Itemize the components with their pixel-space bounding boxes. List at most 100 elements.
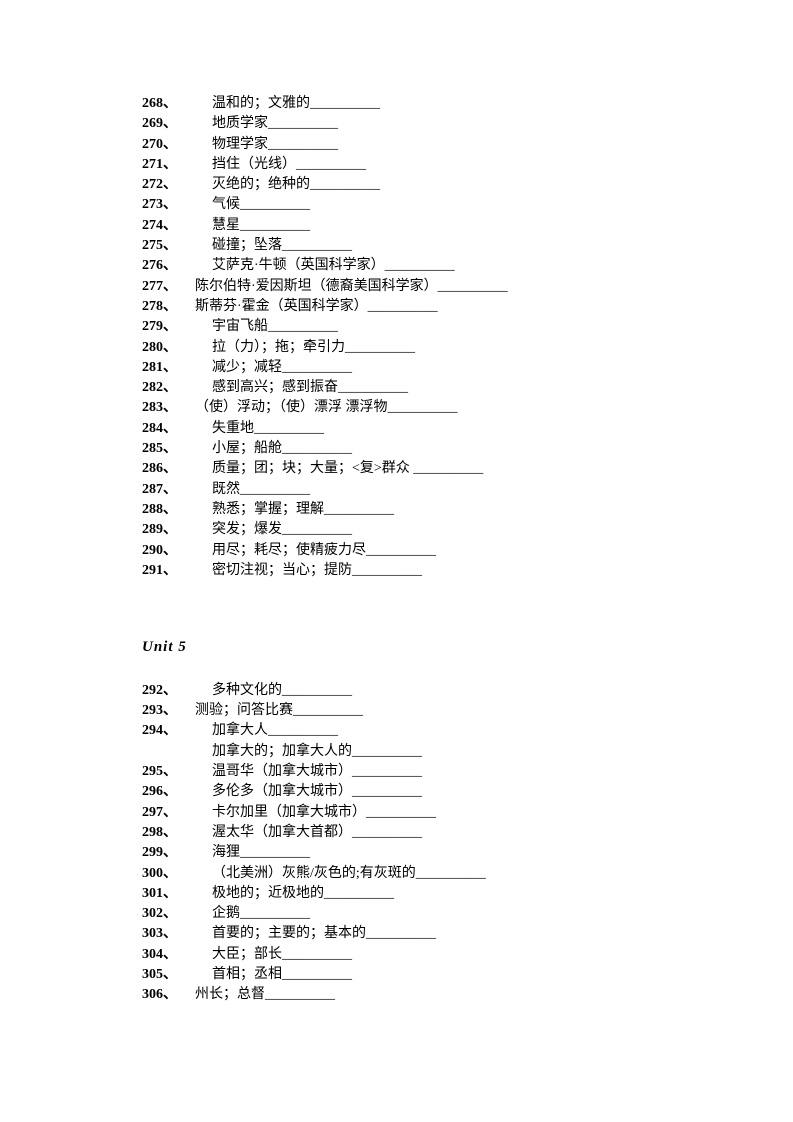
item-text: 宇宙飞船__________ xyxy=(198,317,338,337)
item-number: 296、 xyxy=(142,782,198,802)
item-text: 陈尔伯特·爱因斯坦（德裔美国科学家）__________ xyxy=(181,277,508,297)
item-text: 物理学家__________ xyxy=(198,135,338,155)
vocabulary-item: 306、州长；总督__________ xyxy=(142,985,793,1005)
item-text: 大臣；部长__________ xyxy=(198,945,352,965)
item-number: 303、 xyxy=(142,924,198,944)
item-text: 气候__________ xyxy=(198,195,310,215)
item-text: 温哥华（加拿大城市）__________ xyxy=(198,762,422,782)
item-text: 拉（力）；拖；牵引力__________ xyxy=(198,338,415,358)
item-number: 295、 xyxy=(142,762,198,782)
item-number: 285、 xyxy=(142,439,198,459)
item-number: 293、 xyxy=(142,701,181,721)
item-text: 海狸__________ xyxy=(198,843,310,863)
unit-title: Unit 5 xyxy=(142,637,793,659)
item-number: 286、 xyxy=(142,459,198,479)
vocabulary-list-1: 268、温和的；文雅的__________269、地质学家__________2… xyxy=(142,94,793,581)
vocabulary-item: 282、感到高兴；感到振奋__________ xyxy=(142,378,793,398)
item-number: 302、 xyxy=(142,904,198,924)
vocabulary-item: 278、斯蒂芬·霍金（英国科学家）__________ xyxy=(142,297,793,317)
vocabulary-item: 301、极地的；近极地的__________ xyxy=(142,884,793,904)
vocabulary-item: 276、艾萨克·牛顿（英国科学家）__________ xyxy=(142,256,793,276)
item-text: 极地的；近极地的__________ xyxy=(198,884,394,904)
item-text: 首相；丞相__________ xyxy=(198,965,352,985)
vocabulary-item: 305、 首相；丞相__________ xyxy=(142,965,793,985)
vocabulary-item: 274、慧星__________ xyxy=(142,216,793,236)
item-number: 281、 xyxy=(142,358,198,378)
vocabulary-item: 302、企鹅__________ xyxy=(142,904,793,924)
item-text: 小屋；船舱__________ xyxy=(198,439,352,459)
item-text: 加拿大的；加拿大人的__________ xyxy=(142,742,422,762)
vocabulary-item: 285、小屋；船舱__________ xyxy=(142,439,793,459)
vocabulary-item: 286、质量；团；块；大量；<复>群众 __________ xyxy=(142,459,793,479)
item-text: 企鹅__________ xyxy=(198,904,310,924)
item-number: 268、 xyxy=(142,94,198,114)
item-text: 减少；减轻__________ xyxy=(198,358,352,378)
item-number: 274、 xyxy=(142,216,198,236)
item-text: 州长；总督__________ xyxy=(181,985,335,1005)
item-text: 灭绝的；绝种的__________ xyxy=(198,175,380,195)
vocabulary-item: 284、失重地__________ xyxy=(142,419,793,439)
item-number: 277、 xyxy=(142,277,181,297)
item-number: 298、 xyxy=(142,823,198,843)
item-text: 质量；团；块；大量；<复>群众 __________ xyxy=(198,459,483,479)
vocabulary-item: 288、熟悉；掌握；理解__________ xyxy=(142,500,793,520)
item-number: 306、 xyxy=(142,985,181,1005)
vocabulary-item: 275、 碰撞；坠落__________ xyxy=(142,236,793,256)
vocabulary-item: 292、多种文化的__________ xyxy=(142,681,793,701)
item-text: （使）浮动；（使）漂浮 漂浮物__________ xyxy=(181,398,458,418)
item-number: 297、 xyxy=(142,803,198,823)
item-text: 测验；问答比赛__________ xyxy=(181,701,363,721)
item-text: 多种文化的__________ xyxy=(198,681,352,701)
item-number: 305、 xyxy=(142,965,198,985)
vocabulary-list-2: 292、多种文化的__________293、 测验；问答比赛_________… xyxy=(142,681,793,1006)
item-text: 加拿大人__________ xyxy=(198,721,338,741)
item-number: 294、 xyxy=(142,721,198,741)
vocabulary-item: 加拿大的；加拿大人的__________ xyxy=(142,742,793,762)
item-text: 卡尔加里（加拿大城市）__________ xyxy=(198,803,436,823)
item-text: 温和的；文雅的__________ xyxy=(198,94,380,114)
item-number: 275、 xyxy=(142,236,198,256)
vocabulary-item: 272、灭绝的；绝种的__________ xyxy=(142,175,793,195)
item-text: 感到高兴；感到振奋__________ xyxy=(198,378,408,398)
vocabulary-item: 304、大臣；部长__________ xyxy=(142,945,793,965)
vocabulary-item: 273、气候__________ xyxy=(142,195,793,215)
item-number: 273、 xyxy=(142,195,198,215)
item-number: 299、 xyxy=(142,843,198,863)
item-text: 渥太华（加拿大首都）__________ xyxy=(198,823,422,843)
vocabulary-item: 269、地质学家__________ xyxy=(142,114,793,134)
item-number: 282、 xyxy=(142,378,198,398)
item-text: 挡住（光线）__________ xyxy=(198,155,366,175)
item-text: 碰撞；坠落__________ xyxy=(198,236,352,256)
item-text: 地质学家__________ xyxy=(198,114,338,134)
item-number: 270、 xyxy=(142,135,198,155)
vocabulary-item: 291、密切注视；当心；提防__________ xyxy=(142,561,793,581)
item-number: 288、 xyxy=(142,500,198,520)
vocabulary-item: 271、挡住（光线）__________ xyxy=(142,155,793,175)
item-text: 突发；爆发__________ xyxy=(198,520,352,540)
item-number: 287、 xyxy=(142,480,198,500)
item-number: 292、 xyxy=(142,681,198,701)
item-text: 艾萨克·牛顿（英国科学家）__________ xyxy=(198,256,455,276)
vocabulary-item: 298、渥太华（加拿大首都）__________ xyxy=(142,823,793,843)
item-number: 269、 xyxy=(142,114,198,134)
item-number: 284、 xyxy=(142,419,198,439)
item-number: 304、 xyxy=(142,945,198,965)
item-number: 272、 xyxy=(142,175,198,195)
item-text: 首要的；主要的；基本的__________ xyxy=(198,924,436,944)
vocabulary-item: 280、 拉（力）；拖；牵引力__________ xyxy=(142,338,793,358)
vocabulary-item: 293、 测验；问答比赛__________ xyxy=(142,701,793,721)
item-text: 用尽；耗尽；使精疲力尽__________ xyxy=(198,541,436,561)
item-text: 斯蒂芬·霍金（英国科学家）__________ xyxy=(181,297,438,317)
vocabulary-item: 297、卡尔加里（加拿大城市）__________ xyxy=(142,803,793,823)
vocabulary-item: 300、（北美洲）灰熊/灰色的;有灰斑的__________ xyxy=(142,864,793,884)
item-text: 既然__________ xyxy=(198,480,310,500)
vocabulary-item: 281、减少；减轻__________ xyxy=(142,358,793,378)
item-number: 291、 xyxy=(142,561,198,581)
vocabulary-item: 270、物理学家__________ xyxy=(142,135,793,155)
item-number: 280、 xyxy=(142,338,198,358)
item-number: 279、 xyxy=(142,317,198,337)
vocabulary-item: 268、温和的；文雅的__________ xyxy=(142,94,793,114)
vocabulary-item: 299、海狸__________ xyxy=(142,843,793,863)
item-text: 多伦多（加拿大城市）__________ xyxy=(198,782,422,802)
item-number: 289、 xyxy=(142,520,198,540)
